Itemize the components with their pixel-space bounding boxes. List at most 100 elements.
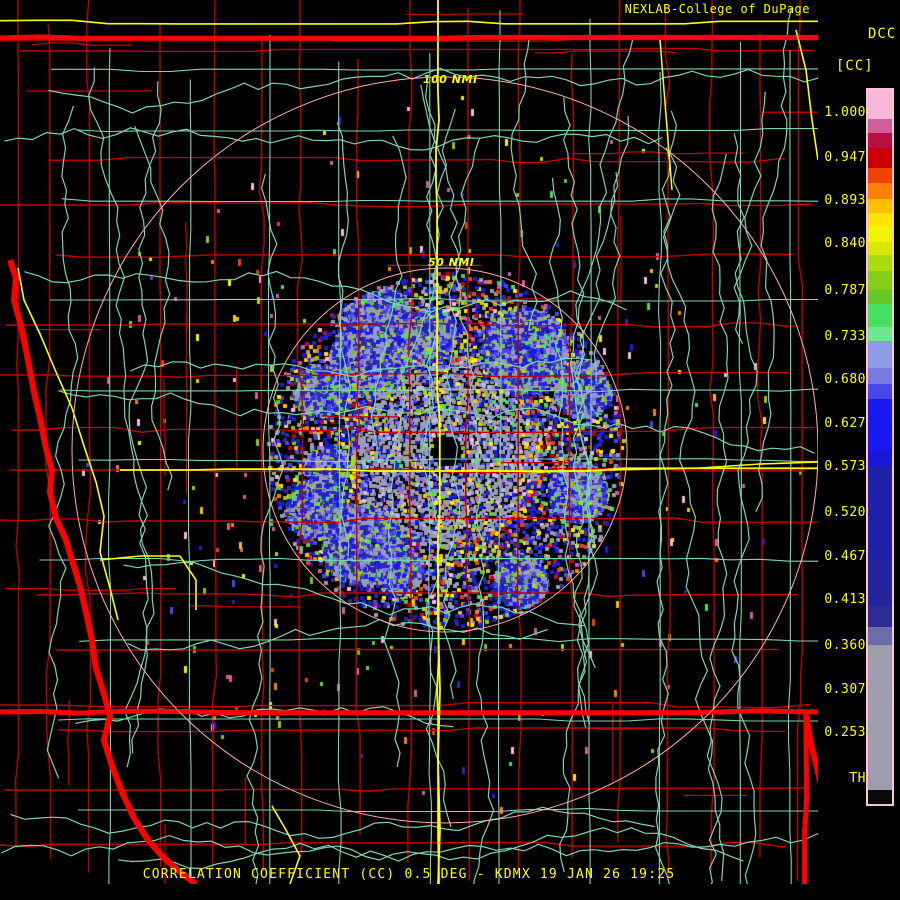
colorbar-band-1 xyxy=(868,119,892,133)
colorbar-tick-5: 0.733 xyxy=(824,329,866,344)
colorbar-tick-3: 0.840 xyxy=(824,236,866,251)
colorbar-tick-9: 0.520 xyxy=(824,505,866,520)
road-5 xyxy=(46,105,79,779)
county-line-v0 xyxy=(14,0,21,848)
highway-east xyxy=(469,461,818,473)
colorbar-band-9 xyxy=(868,241,892,256)
provider-credit: NEXLAB-College of DuPage xyxy=(624,2,810,16)
road-12 xyxy=(424,82,462,700)
county-line-h7 xyxy=(11,426,815,434)
road-grid-h1 xyxy=(77,128,818,133)
colorbar-tick-7: 0.627 xyxy=(824,416,866,431)
county-line-h12 xyxy=(0,701,811,709)
product-status-bar: CORRELATION COEFFICIENT (CC) 0.5 DEG - K… xyxy=(142,867,676,882)
radar-map-pane[interactable]: 50 NMI 100 NMI NEXLAB-College of DuPage … xyxy=(0,0,818,884)
state-borders xyxy=(0,34,818,884)
road-16 xyxy=(10,806,655,839)
highway-lines xyxy=(0,0,818,884)
county-line-v5 xyxy=(258,35,265,872)
road-22 xyxy=(246,173,284,884)
highway-ne xyxy=(795,29,818,161)
road-28 xyxy=(127,618,548,651)
colorbar-band-11 xyxy=(868,270,892,291)
road-6 xyxy=(731,133,758,884)
colorbar-band-18 xyxy=(868,399,892,450)
road-2 xyxy=(562,97,599,728)
road-grid-v6 xyxy=(588,18,592,884)
road-33 xyxy=(88,67,155,754)
range-ring-label-100nmi: 100 NMI xyxy=(423,73,478,86)
road-grid-h7 xyxy=(79,638,818,643)
road-17 xyxy=(706,153,729,884)
state-border-east xyxy=(802,712,809,884)
colorbar-band-4 xyxy=(868,167,892,184)
county-line-v8 xyxy=(407,0,413,863)
colorbar[interactable] xyxy=(866,88,894,806)
road-grid-h2 xyxy=(61,198,818,203)
road-11 xyxy=(118,832,818,870)
road-15 xyxy=(130,357,593,378)
county-line-v2 xyxy=(84,0,92,873)
highway-s-i35 xyxy=(437,560,441,884)
road-grid-v2 xyxy=(267,35,271,884)
road-3 xyxy=(654,147,676,884)
range-ring-50-nmi xyxy=(262,267,628,633)
road-27 xyxy=(75,706,454,728)
county-line-v16 xyxy=(796,0,804,882)
county-seg16 xyxy=(580,727,652,730)
colorbar-band-14 xyxy=(868,327,892,341)
colorbar-band-23 xyxy=(868,626,892,645)
colorbar-band-24 xyxy=(868,644,892,791)
road-grid-v9 xyxy=(787,50,792,884)
road-grid-v4 xyxy=(428,53,432,884)
range-ring-100-nmi xyxy=(71,76,818,824)
road-grid-v3 xyxy=(337,61,342,884)
county-line-v6 xyxy=(296,0,304,855)
county-line-v10 xyxy=(516,0,522,874)
county-seg14 xyxy=(321,415,399,418)
colorbar-tick-1: 0.947 xyxy=(824,150,866,165)
road-19 xyxy=(733,91,766,344)
range-rings xyxy=(71,76,818,824)
road-29 xyxy=(1,827,744,862)
colorbar-band-25 xyxy=(868,790,892,805)
highway-west xyxy=(17,267,119,621)
colorbar-gradient xyxy=(868,90,892,805)
county-seg23 xyxy=(163,379,166,476)
road-20 xyxy=(510,35,538,330)
county-line-h11 xyxy=(56,648,780,651)
highway-s xyxy=(271,805,301,884)
colorbar-tick-4: 0.787 xyxy=(824,283,866,298)
county-line-h9 xyxy=(0,517,818,524)
highway-spur-a xyxy=(99,555,197,610)
colorbar-tick-13: 0.307 xyxy=(824,682,866,697)
colorbar-band-21 xyxy=(868,558,892,606)
product-bracket-label: [CC] xyxy=(836,58,874,74)
road-grid-h8 xyxy=(57,718,818,722)
county-line-h15 xyxy=(0,841,786,849)
county-line-v15 xyxy=(757,33,763,858)
road-grid-v8 xyxy=(738,41,742,884)
road-0 xyxy=(370,135,407,458)
highway-h-north xyxy=(0,19,818,25)
county-seg11 xyxy=(67,700,70,786)
colorbar-tick-2: 0.893 xyxy=(824,193,866,208)
road-24 xyxy=(336,122,352,557)
colorbar-tick-6: 0.680 xyxy=(824,372,866,387)
state-border-south xyxy=(0,708,818,716)
colorbar-band-2 xyxy=(868,132,892,149)
road-23 xyxy=(124,81,162,768)
colorbar-band-17 xyxy=(868,383,892,400)
colorbar-tick-12: 0.360 xyxy=(824,638,866,653)
road-14 xyxy=(134,125,173,491)
county-line-h14 xyxy=(4,787,809,792)
road-lines xyxy=(1,7,818,884)
road-grid-h3 xyxy=(50,298,818,302)
colorbar-band-5 xyxy=(868,183,892,199)
road-1 xyxy=(574,38,634,725)
county-line-h6 xyxy=(0,371,790,378)
county-seg9 xyxy=(31,42,132,46)
county-line-v12 xyxy=(617,0,622,843)
river-east xyxy=(803,715,818,785)
